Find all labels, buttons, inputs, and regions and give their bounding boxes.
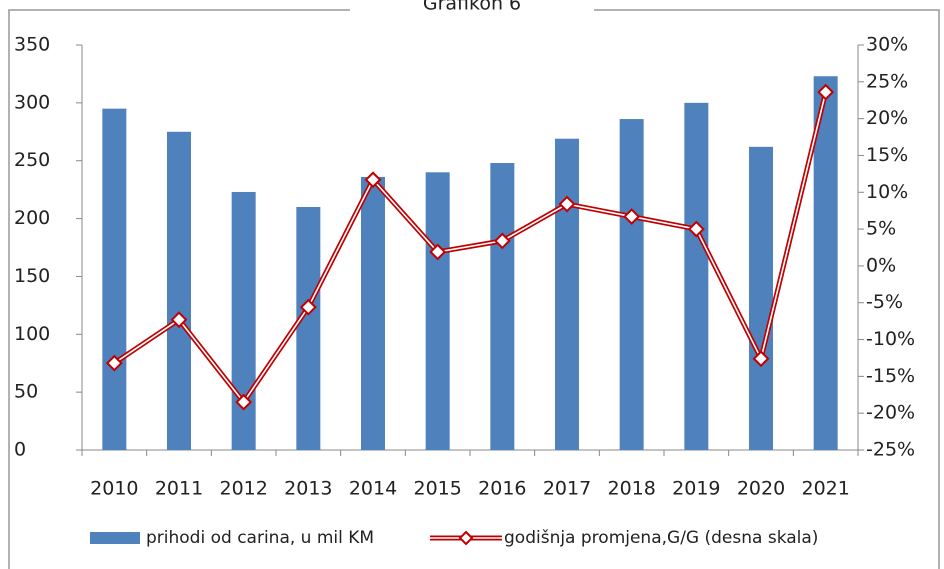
y-tick-label: 250	[14, 149, 50, 171]
chart-title: Grafikon 6	[423, 0, 521, 15]
bar	[361, 176, 385, 450]
y2-tick-label: -10%	[866, 328, 915, 350]
chart-frame	[8, 9, 940, 569]
bar	[555, 138, 579, 450]
marker	[687, 220, 705, 238]
x-tick-label: 2011	[155, 478, 203, 500]
x-tick-label: 2013	[284, 478, 332, 500]
x-tick-label: 2010	[90, 478, 138, 500]
legend-marker	[458, 530, 474, 546]
y-tick-label: 0	[14, 439, 26, 461]
y2-tick-label: 5%	[866, 218, 896, 240]
y-tick-label: 50	[14, 381, 38, 403]
y-tick-label: 150	[14, 265, 50, 287]
marker	[817, 83, 835, 101]
y2-tick-label: -20%	[866, 402, 915, 424]
y-tick-label: 200	[14, 207, 50, 229]
y-tick-label: 100	[14, 323, 50, 345]
y2-tick-label: -25%	[866, 439, 915, 461]
bar	[296, 207, 321, 450]
marker	[558, 195, 576, 213]
bar	[102, 108, 127, 451]
y2-tick-label: 15%	[866, 144, 908, 166]
bar	[167, 131, 191, 451]
y2-tick-label: -15%	[866, 365, 915, 387]
bar	[619, 119, 644, 451]
bar	[749, 146, 773, 451]
x-tick-label: 2016	[478, 478, 526, 500]
x-tick-label: 2019	[672, 478, 720, 500]
legend-label: prihodi od carina, u mil KM	[146, 528, 374, 548]
y2-tick-label: 0%	[866, 254, 896, 276]
bar	[813, 76, 838, 450]
y2-tick-label: 20%	[866, 107, 908, 129]
x-tick-label: 2018	[607, 478, 655, 500]
y2-tick-label: -5%	[866, 291, 903, 313]
bar	[490, 163, 515, 450]
y2-tick-label: 30%	[866, 34, 908, 56]
title-bg	[350, 0, 594, 16]
marker	[235, 393, 253, 411]
x-tick-label: 2014	[349, 478, 397, 500]
marker	[105, 354, 123, 372]
bar	[425, 172, 450, 451]
marker	[299, 298, 317, 316]
marker	[170, 311, 188, 329]
x-tick-label: 2012	[219, 478, 267, 500]
y2-tick-label: 25%	[866, 70, 908, 92]
x-tick-label: 2017	[543, 478, 591, 500]
y2-tick-label: 10%	[866, 181, 908, 203]
marker	[752, 350, 770, 368]
legend-label: godišnja promjena,G/G (desna skala)	[504, 528, 818, 548]
y-tick-label: 300	[14, 91, 50, 113]
y-tick-label: 350	[14, 34, 50, 56]
line-inner	[113, 91, 827, 403]
x-tick-label: 2020	[737, 478, 785, 500]
bar	[231, 191, 256, 450]
marker	[364, 171, 382, 189]
x-tick-label: 2021	[801, 478, 849, 500]
x-tick-label: 2015	[413, 478, 461, 500]
bar	[684, 102, 709, 450]
marker	[493, 232, 511, 250]
marker	[623, 208, 641, 225]
legend-swatch	[90, 532, 140, 544]
marker	[429, 243, 447, 261]
